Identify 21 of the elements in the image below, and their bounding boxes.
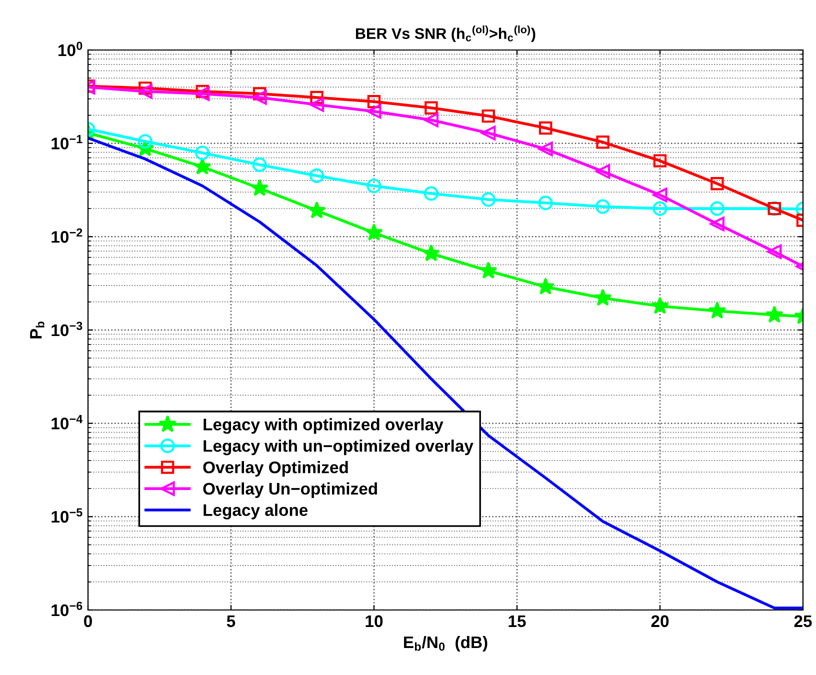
y-tick-label: 10$^{−6}$ (52, 602, 82, 616)
y-tick-label: 10$^{−1}$ (52, 135, 82, 150)
legend-label: Legacy with optimized overlay (204, 418, 444, 434)
y-axis-title: P$_{b}$ (30, 322, 44, 338)
y-tick-label: 10$^{−4}$ (52, 415, 83, 430)
x-axis-title: E$_{b}$/N$_{0}$ (dB) (404, 636, 488, 652)
legend-label: Overlay Optimized (203, 461, 348, 477)
x-tick-label: 10 (366, 615, 383, 628)
legend-label: Legacy alone (204, 504, 308, 520)
y-tick-label: 10$^{0}$ (58, 42, 82, 56)
y-tick-label: 10$^{−3}$ (52, 322, 82, 336)
x-tick-label: 5 (226, 615, 236, 628)
legend-label: Legacy with un−optimized overlay (204, 440, 474, 456)
y-tick-label: 10$^{−5}$ (52, 508, 82, 523)
x-tick-label: 0 (84, 615, 92, 628)
legend-label: Overlay Un−optimized (203, 482, 377, 498)
y-tick-label: 10$^{−2}$ (52, 228, 82, 243)
x-tick-label: 15 (508, 615, 526, 628)
x-tick-label: 25 (794, 615, 812, 628)
x-tick-label: 20 (651, 615, 669, 628)
chart-title: BER Vs SNR (h$_{c}$$^{(ol)}$>h$_{c}$$^{(lo)}$) (356, 25, 536, 42)
